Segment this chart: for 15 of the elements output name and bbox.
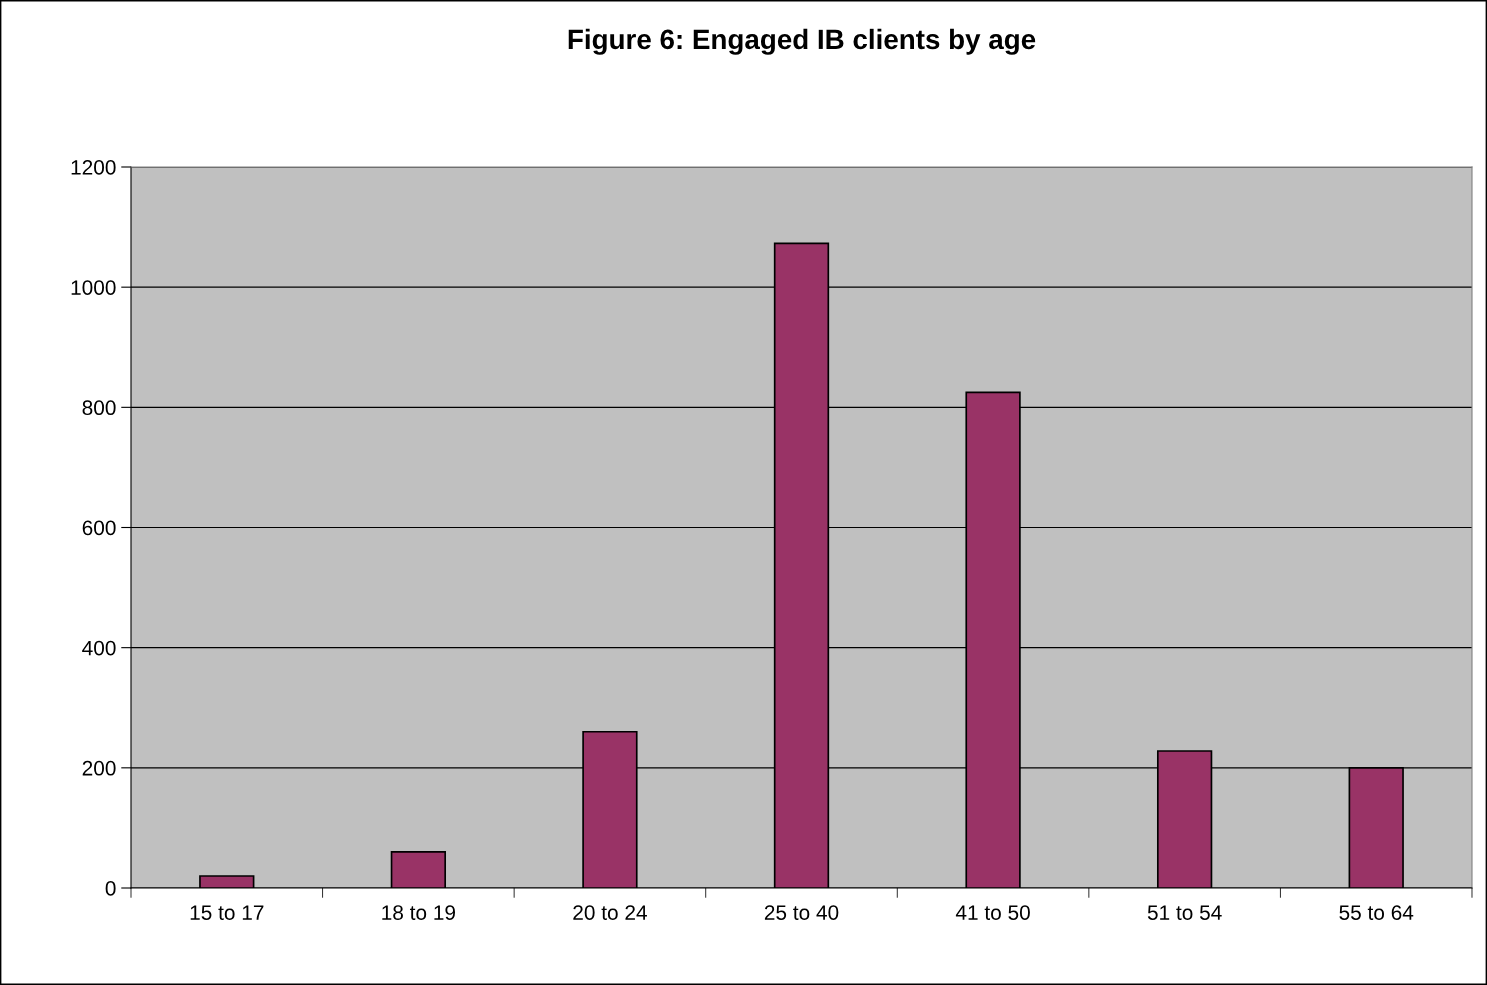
y-tick-label: 0 bbox=[105, 881, 116, 896]
x-tick-label: 51 to 54 bbox=[1147, 905, 1222, 920]
y-tick-label: 400 bbox=[82, 640, 116, 656]
x-tick-label: 20 to 24 bbox=[573, 905, 647, 920]
x-tick-label: 25 to 40 bbox=[764, 905, 839, 920]
x-tick-label: 15 to 17 bbox=[190, 905, 264, 920]
x-tick-label: 55 to 64 bbox=[1339, 905, 1414, 920]
x-tick-label: 18 to 19 bbox=[382, 905, 456, 920]
y-tick-label: 1200 bbox=[71, 160, 116, 175]
x-tick-label: 41 to 50 bbox=[955, 905, 1030, 920]
y-tick-label: 800 bbox=[82, 400, 116, 416]
y-tick-label: 600 bbox=[82, 520, 116, 536]
chart-title: Figure 6: Engaged IB clients by age bbox=[568, 28, 1036, 55]
y-tick-label: 1000 bbox=[71, 280, 116, 295]
y-tick-label: 200 bbox=[82, 760, 116, 776]
